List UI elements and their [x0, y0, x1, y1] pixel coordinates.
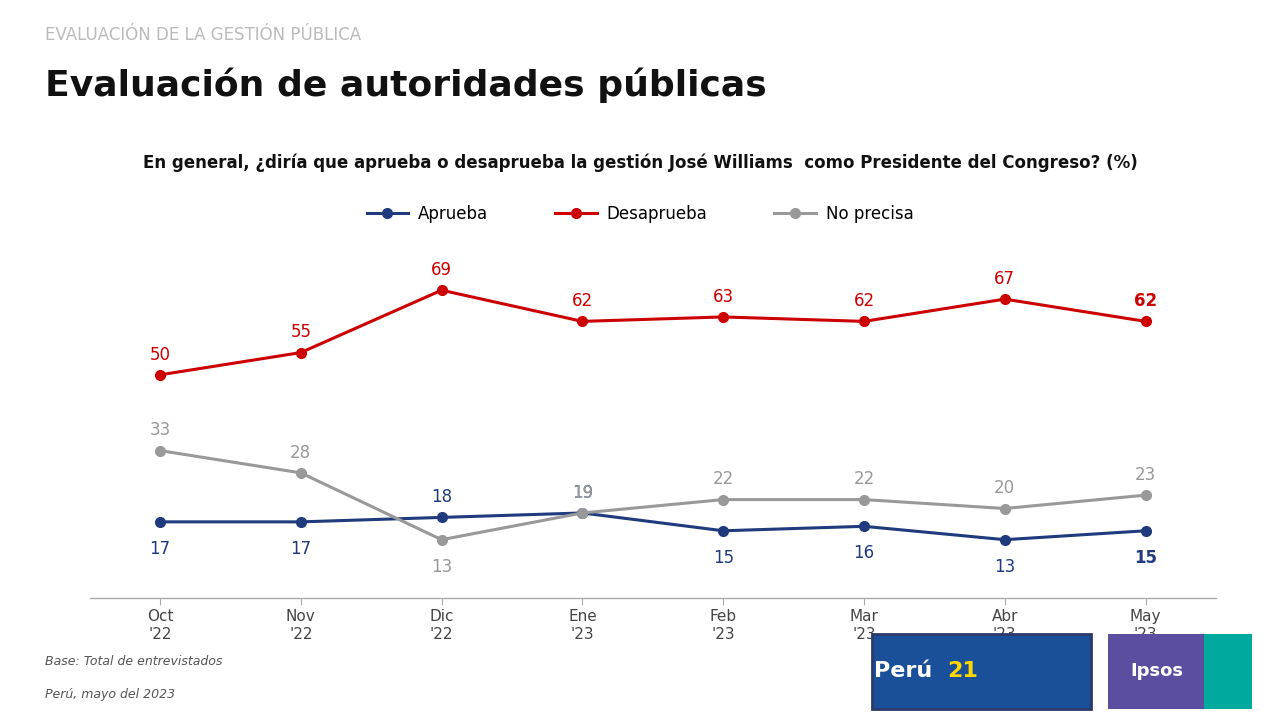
Text: 13: 13 — [995, 558, 1015, 576]
Text: 62: 62 — [572, 292, 593, 310]
Text: 28: 28 — [291, 444, 311, 462]
FancyBboxPatch shape — [1108, 634, 1204, 708]
Text: En general, ¿diría que aprueba o desaprueba la gestión José Williams  como Presi: En general, ¿diría que aprueba o desapru… — [142, 154, 1138, 172]
Text: 17: 17 — [291, 540, 311, 558]
Text: 15: 15 — [713, 549, 733, 567]
Text: Perú: Perú — [873, 662, 940, 681]
Text: 63: 63 — [713, 288, 733, 306]
Text: 20: 20 — [995, 480, 1015, 498]
Text: 18: 18 — [431, 488, 452, 506]
Text: 62: 62 — [1134, 292, 1157, 310]
Text: 23: 23 — [1135, 466, 1156, 484]
FancyBboxPatch shape — [1204, 634, 1252, 708]
Text: EVALUACIÓN DE LA GESTIÓN PÚBLICA: EVALUACIÓN DE LA GESTIÓN PÚBLICA — [45, 26, 361, 44]
Text: Base: Total de entrevistados: Base: Total de entrevistados — [45, 655, 223, 668]
Text: 62: 62 — [854, 292, 874, 310]
Text: 17: 17 — [150, 540, 170, 558]
Legend: Aprueba, Desaprueba, No precisa: Aprueba, Desaprueba, No precisa — [360, 199, 920, 230]
Text: 16: 16 — [854, 544, 874, 562]
Text: 19: 19 — [572, 484, 593, 502]
Text: 15: 15 — [1134, 549, 1157, 567]
Text: 21: 21 — [947, 662, 978, 681]
Text: 19: 19 — [572, 484, 593, 502]
Text: 22: 22 — [854, 470, 874, 488]
Text: Perú, mayo del 2023: Perú, mayo del 2023 — [45, 688, 175, 701]
FancyBboxPatch shape — [873, 634, 1091, 708]
Text: 69: 69 — [431, 261, 452, 279]
Text: 67: 67 — [995, 270, 1015, 288]
Text: Evaluación de autoridades públicas: Evaluación de autoridades públicas — [45, 68, 767, 103]
Text: 22: 22 — [713, 470, 733, 488]
Text: 33: 33 — [150, 421, 170, 439]
Text: Ipsos: Ipsos — [1130, 662, 1183, 680]
Text: 50: 50 — [150, 346, 170, 364]
Text: 55: 55 — [291, 323, 311, 341]
Text: 13: 13 — [431, 558, 452, 576]
